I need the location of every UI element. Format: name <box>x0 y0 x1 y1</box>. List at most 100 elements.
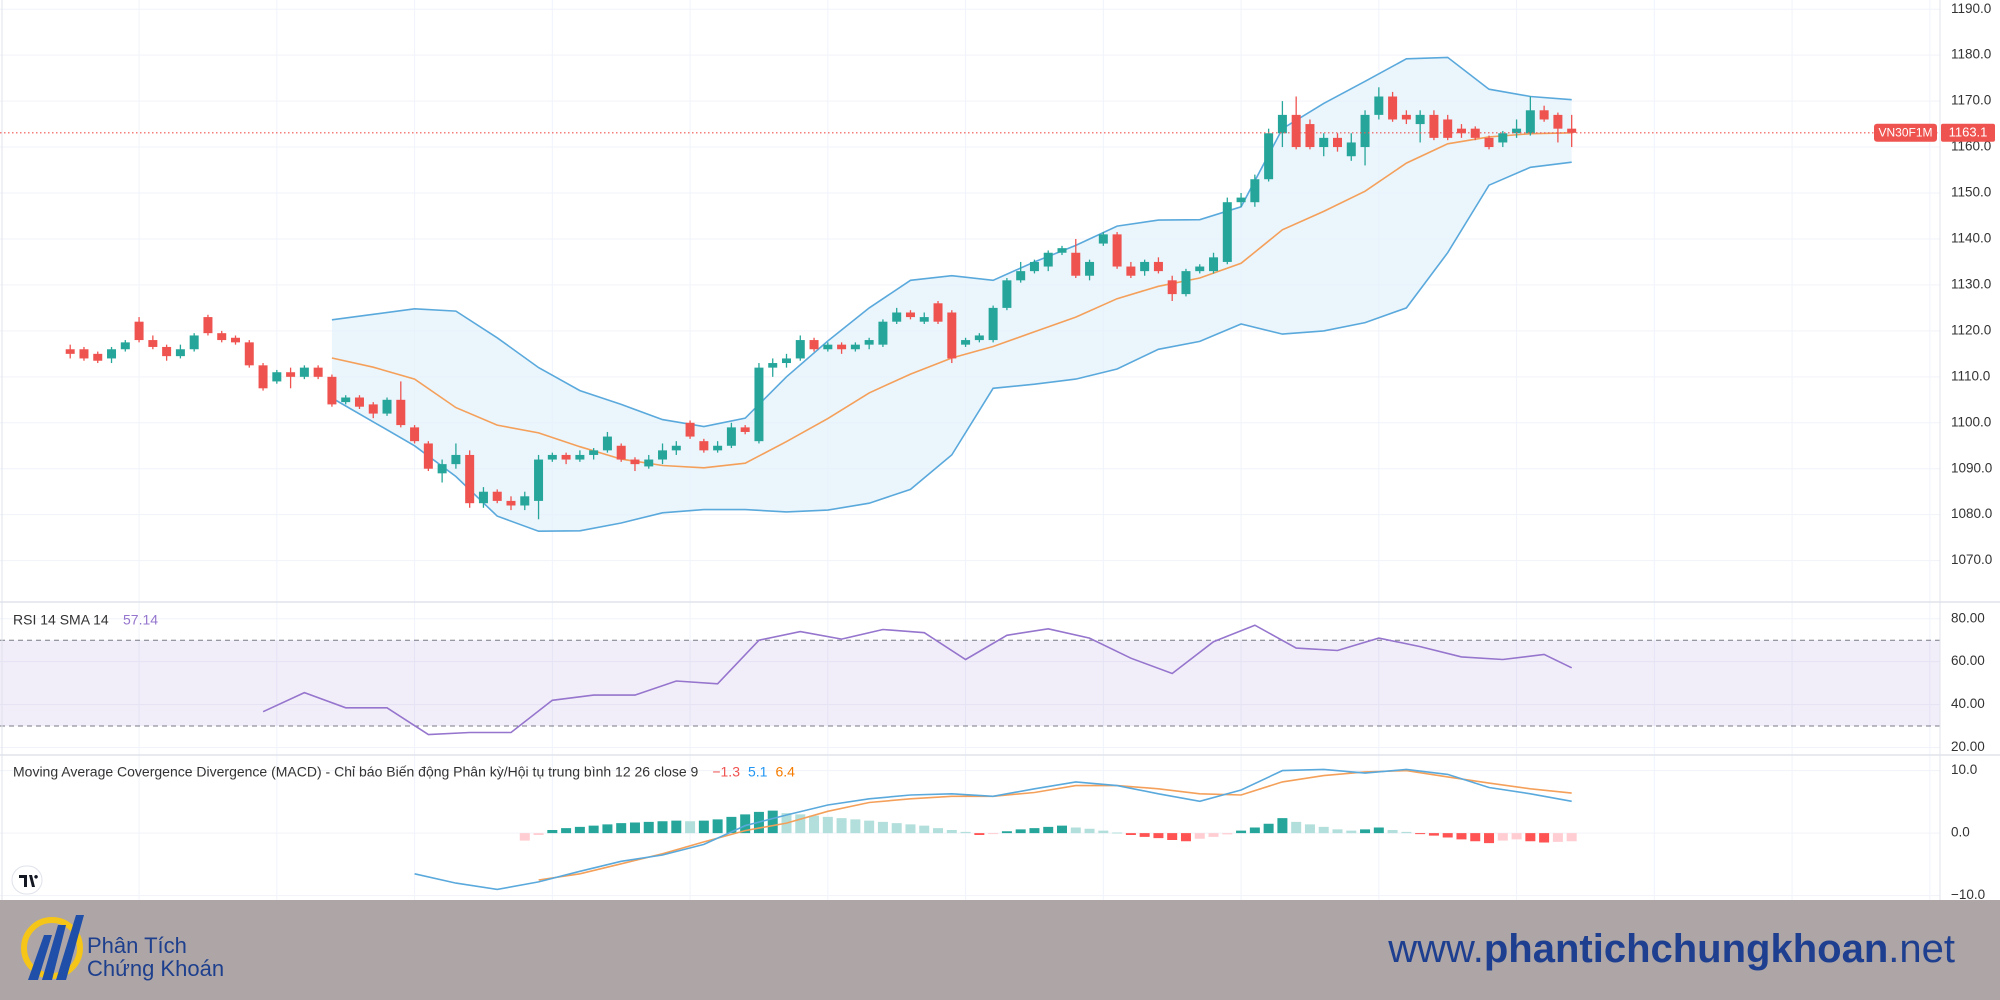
logo-mark <box>19 875 38 887</box>
bollinger-lower <box>331 161 1572 533</box>
candle-body <box>795 340 805 359</box>
candle-body <box>947 312 957 359</box>
candle-body <box>616 445 626 460</box>
macd-hist-bar <box>1112 832 1123 834</box>
candle-body <box>726 427 736 446</box>
macd-hist-bar <box>1098 830 1109 834</box>
y-tick-label: 40.00 <box>1951 696 1985 711</box>
candle-body <box>575 454 585 460</box>
candle-body <box>396 399 406 426</box>
candle-body <box>1195 266 1205 272</box>
candle-body <box>478 491 488 504</box>
macd-hist-bar <box>933 828 944 834</box>
candle-body <box>1181 271 1191 295</box>
macd-hist-bar <box>1373 827 1384 834</box>
macd-hist-bar <box>1222 833 1233 835</box>
candle-body <box>1360 114 1370 148</box>
candle-body <box>685 422 695 437</box>
macd-hist-bar <box>1263 823 1274 834</box>
candle-body <box>644 459 654 467</box>
macd-hist-bar <box>1291 821 1302 834</box>
candle-body <box>1525 110 1535 134</box>
candle-body <box>313 367 323 377</box>
macd-hist-bar <box>1456 833 1467 840</box>
y-tick-label: 10.0 <box>1951 762 1977 777</box>
candle-body <box>451 454 461 465</box>
candle-body <box>878 321 888 345</box>
candle-body <box>437 464 447 474</box>
macd-hist-bar <box>1401 831 1412 834</box>
candle-body <box>506 500 516 506</box>
candle-body <box>492 491 502 501</box>
candle-body <box>534 459 544 501</box>
macd-line <box>414 768 1572 891</box>
macd-hist-bar <box>740 814 751 834</box>
candle-body <box>1043 252 1053 267</box>
macd-hist-bar <box>905 824 916 834</box>
candle-body <box>1415 114 1425 125</box>
macd-hist-bar <box>1511 833 1522 840</box>
candle-body <box>1071 252 1081 276</box>
candle-body <box>134 321 144 341</box>
plot: 1070.0 1080.0 1090.0 1100.0 1110.0 1120.0 1130… <box>0 1 1995 902</box>
candle-body <box>589 450 599 455</box>
candle-body <box>327 376 337 405</box>
footer: Phân Tích Chứng Khoán www.phantichchungk… <box>0 900 2000 1000</box>
candle-body <box>1112 234 1122 267</box>
macd-hist-bar <box>960 831 971 834</box>
candle-body <box>630 459 640 465</box>
macd-hist-bar <box>1415 833 1426 835</box>
y-tick-label: 1160.0 <box>1951 139 1991 154</box>
y-tick-label: 1180.0 <box>1951 47 1991 62</box>
candle-body <box>423 443 433 469</box>
macd-hist-bar <box>698 820 709 834</box>
macd-hist-bar <box>946 830 957 834</box>
candle-body <box>974 335 984 341</box>
candle-body <box>148 340 158 347</box>
candle-body <box>1016 271 1026 281</box>
macd-hist-bar <box>712 819 723 834</box>
candle-body <box>1236 197 1246 203</box>
macd-hist-bar <box>1539 833 1550 843</box>
background <box>0 0 2000 900</box>
y-tick-label: 0.0 <box>1951 825 1970 840</box>
candle-body <box>65 349 75 354</box>
macd-hist-bar <box>850 819 861 834</box>
y-tick-label: 1120.0 <box>1951 322 1991 337</box>
macd-hist-bar <box>1387 830 1398 834</box>
candle-body <box>217 333 227 341</box>
candle-body <box>203 317 213 334</box>
candle-body <box>547 454 557 460</box>
macd-hist-bar <box>1525 833 1536 842</box>
macd-hist-bar <box>657 821 668 834</box>
y-tick-label: 1140.0 <box>1951 231 1991 246</box>
macd-hist-bar <box>1552 833 1563 842</box>
candle-body <box>107 349 117 359</box>
candle-body <box>1305 124 1315 148</box>
candle-body <box>175 349 185 357</box>
candle-body <box>286 372 296 377</box>
candle-body <box>1167 280 1177 295</box>
candle-body <box>602 436 612 451</box>
candle-body <box>850 344 860 350</box>
candle-body <box>410 427 420 442</box>
macd-hist-bar <box>1442 833 1453 838</box>
y-tick-label: 1150.0 <box>1951 185 1991 200</box>
macd-hist-bar <box>726 816 737 834</box>
candle-body <box>162 346 172 357</box>
tradingview-logo <box>11 865 43 895</box>
candle-body <box>1291 114 1301 148</box>
y-tick-label: 1080.0 <box>1951 506 1992 521</box>
rsi-title: RSI 14 SMA 14 <box>13 612 109 628</box>
candle-body <box>1539 110 1549 120</box>
macd-hist-bar <box>643 821 654 834</box>
candle-body <box>1498 133 1508 143</box>
candle-body <box>1126 266 1136 276</box>
candle-body <box>864 340 874 345</box>
candle-body <box>1153 261 1163 272</box>
candle-body <box>465 454 475 504</box>
symbol-badge <box>1874 123 1937 142</box>
footer-bg <box>0 900 2000 1000</box>
macd-hist-bar <box>1029 828 1040 834</box>
grid <box>0 0 1940 900</box>
